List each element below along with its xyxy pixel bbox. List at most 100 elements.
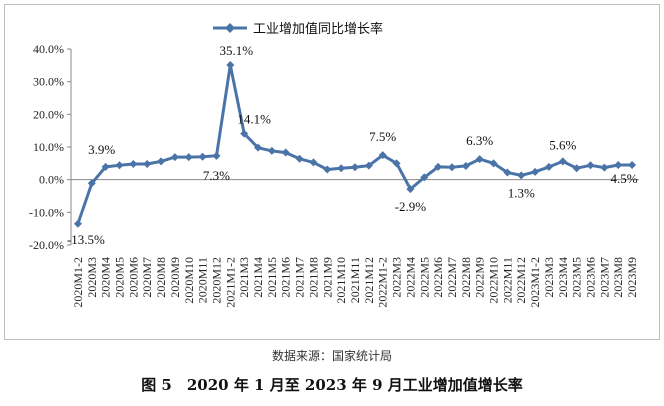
source-note: 数据来源：国家统计局 [271, 349, 392, 363]
data-label: 3.9% [88, 142, 115, 157]
x-tick-label: 2023M6 [584, 257, 598, 298]
y-axis: 40.0% 30.0% 20.0% 10.0% 0.0% -10.0% -20.0% [29, 42, 72, 252]
data-point-marker [226, 61, 235, 70]
data-point-marker [378, 151, 387, 160]
y-tick-label: 0.0% [39, 173, 64, 187]
x-tick-label: 2023M7 [597, 257, 611, 298]
data-point-marker [531, 167, 540, 176]
data-point-marker [240, 129, 249, 138]
data-label: -13.5% [67, 232, 105, 247]
data-point-marker [572, 164, 581, 173]
x-tick-label: 2022M1-2 [376, 257, 390, 308]
x-tick-label: 2020M9 [168, 257, 182, 298]
data-point-marker [281, 148, 290, 157]
x-tick-label: 2022M11 [500, 257, 514, 303]
x-tick-label: 2023M4 [556, 257, 570, 298]
x-tick-label: 2020M5 [112, 257, 126, 298]
legend-label: 工业增加值同比增长率 [253, 21, 383, 37]
x-tick-label: 2022M12 [514, 257, 528, 304]
x-tick-label: 2022M4 [403, 257, 417, 298]
x-tick-label: 2020M12 [209, 257, 223, 304]
data-point-marker [184, 153, 193, 162]
data-point-marker [406, 185, 415, 194]
x-tick-label: 2022M8 [459, 257, 473, 298]
x-tick-label: 2023M8 [611, 257, 625, 298]
x-tick-label: 2022M9 [473, 257, 487, 298]
y-tick-label: 30.0% [33, 75, 64, 89]
x-tick-label: 2021M5 [265, 257, 279, 298]
data-label: 1.3% [508, 185, 535, 200]
x-tick-label: 2023M5 [570, 257, 584, 298]
data-point-marker [434, 162, 443, 171]
x-tick-label: 2023M3 [542, 257, 556, 298]
x-tick-label: 2022M5 [417, 257, 431, 298]
x-tick-label: 2021M8 [306, 257, 320, 298]
x-tick-label: 2022M3 [390, 257, 404, 298]
data-point-marker [129, 159, 138, 168]
data-point-marker [267, 146, 276, 155]
data-point-marker [337, 164, 346, 173]
x-tick-label: 2020M10 [182, 257, 196, 304]
chart-frame: 工业增加值同比增长率 40.0% 30.0% 20.0% 10.0% 0.0% -10.0… [4, 4, 660, 340]
x-tick-label: 2021M12 [362, 257, 376, 304]
data-point-marker [157, 157, 166, 166]
data-point-marker [351, 163, 359, 172]
y-tick-label: -20.0% [29, 238, 64, 252]
data-point-marker [101, 162, 110, 171]
data-point-marker [447, 163, 456, 172]
legend-marker-icon [225, 23, 235, 33]
figure-caption: 图 5 2020 年 1 月至 2023 年 9 月工业增加值增长率 [141, 376, 523, 394]
x-tick-label: 2022M7 [445, 257, 459, 298]
data-point-marker [600, 163, 609, 172]
line-chart: 工业增加值同比增长率 40.0% 30.0% 20.0% 10.0% 0.0% -10.0… [29, 21, 639, 308]
data-label: 6.3% [466, 133, 493, 148]
data-point-marker [544, 162, 553, 171]
x-axis: 2020M1-2 2020M3 2020M4 2020M5 2020M6 2020M7 20… [71, 179, 639, 308]
x-tick-label: 2020M6 [126, 257, 140, 298]
data-point-marker [503, 168, 512, 177]
x-tick-label: 2021M1-2 [223, 257, 237, 308]
data-point-marker [489, 159, 498, 168]
data-point-marker [295, 154, 304, 163]
x-tick-label: 2023M9 [625, 257, 639, 298]
data-point-marker [143, 159, 152, 168]
data-label: 35.1% [220, 43, 254, 58]
data-point-marker [87, 179, 96, 188]
x-tick-label: 2020M4 [99, 257, 113, 298]
data-point-marker [212, 151, 221, 160]
data-point-marker [420, 173, 429, 182]
x-tick-label: 2020M7 [140, 257, 154, 298]
data-labels: -13.5% 3.9% 7.3% 35.1% 14.1% 7.5% -2.9% 6.3% 1.3… [67, 43, 638, 247]
x-tick-label: 2022M10 [487, 257, 501, 304]
data-point-marker [323, 165, 332, 174]
x-tick-label: 2020M1-2 [71, 257, 85, 308]
data-point-marker [254, 143, 263, 152]
x-tick-label: 2023M1-2 [528, 257, 542, 308]
data-point-marker [517, 171, 526, 180]
y-tick-label: -10.0% [29, 205, 64, 219]
x-tick-label: 2020M3 [85, 257, 99, 298]
data-label: 14.1% [237, 112, 271, 127]
data-point-marker [364, 161, 373, 170]
y-tick-label: 20.0% [33, 107, 64, 121]
x-tick-label: 2021M10 [334, 257, 348, 304]
data-point-marker [198, 152, 207, 161]
data-point-marker [392, 159, 401, 168]
data-point-marker [73, 219, 82, 228]
data-point-marker [461, 161, 470, 170]
data-label: 5.6% [549, 137, 576, 152]
x-tick-label: 2021M7 [293, 257, 307, 298]
data-point-marker [586, 161, 595, 170]
series-line-group [73, 61, 637, 228]
data-label: 7.3% [203, 168, 230, 183]
data-point-marker [628, 160, 637, 169]
x-tick-label: 2021M11 [348, 257, 362, 303]
x-tick-label: 2021M4 [251, 257, 265, 298]
data-point-marker [558, 157, 567, 166]
data-point-marker [115, 161, 124, 170]
x-tick-label: 2021M6 [279, 257, 293, 298]
x-tick-label: 2021M9 [320, 257, 334, 298]
data-label: 4.5% [611, 171, 638, 186]
data-point-marker [309, 158, 318, 167]
chart-legend: 工业增加值同比增长率 [213, 21, 383, 37]
